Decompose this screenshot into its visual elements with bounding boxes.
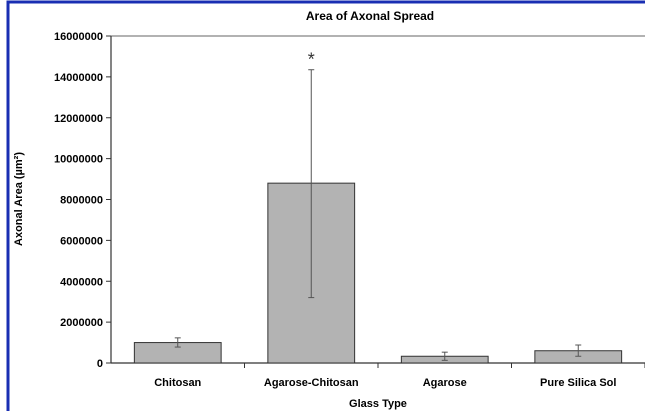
y-tick-label: 16000000: [54, 31, 103, 43]
x-axis-label: Glass Type: [349, 398, 407, 410]
y-tick-label: 10000000: [54, 154, 103, 166]
x-tick-labels: Chitosan Agarose-Chitosan Agarose Pure Sili…: [154, 363, 645, 389]
significance-asterisk: *: [308, 50, 315, 70]
y-tick-label: 14000000: [54, 72, 103, 84]
y-tick-label: 0: [97, 358, 103, 370]
x-tick-label: Agarose-Chitosan: [264, 377, 359, 389]
chart-title: Area of Axonal Spread: [306, 9, 434, 23]
y-tick-label: 6000000: [60, 235, 103, 247]
chart-border: [6, 0, 645, 416]
y-tick-label: 12000000: [54, 113, 103, 125]
y-axis-label: Axonal Area (µm²): [13, 152, 25, 246]
x-tick-label: Agarose: [423, 377, 467, 389]
y-tick-label: 4000000: [60, 276, 103, 288]
bars: *: [133, 50, 623, 364]
y-tick-label: 2000000: [60, 317, 103, 329]
y-tick-label: 8000000: [60, 195, 103, 207]
x-tick-label: Pure Silica Sol: [540, 377, 616, 389]
y-ticks: 0 2000000 4000000 6000000 8000000 10000000 120…: [54, 31, 111, 370]
x-tick-label: Chitosan: [154, 377, 201, 389]
